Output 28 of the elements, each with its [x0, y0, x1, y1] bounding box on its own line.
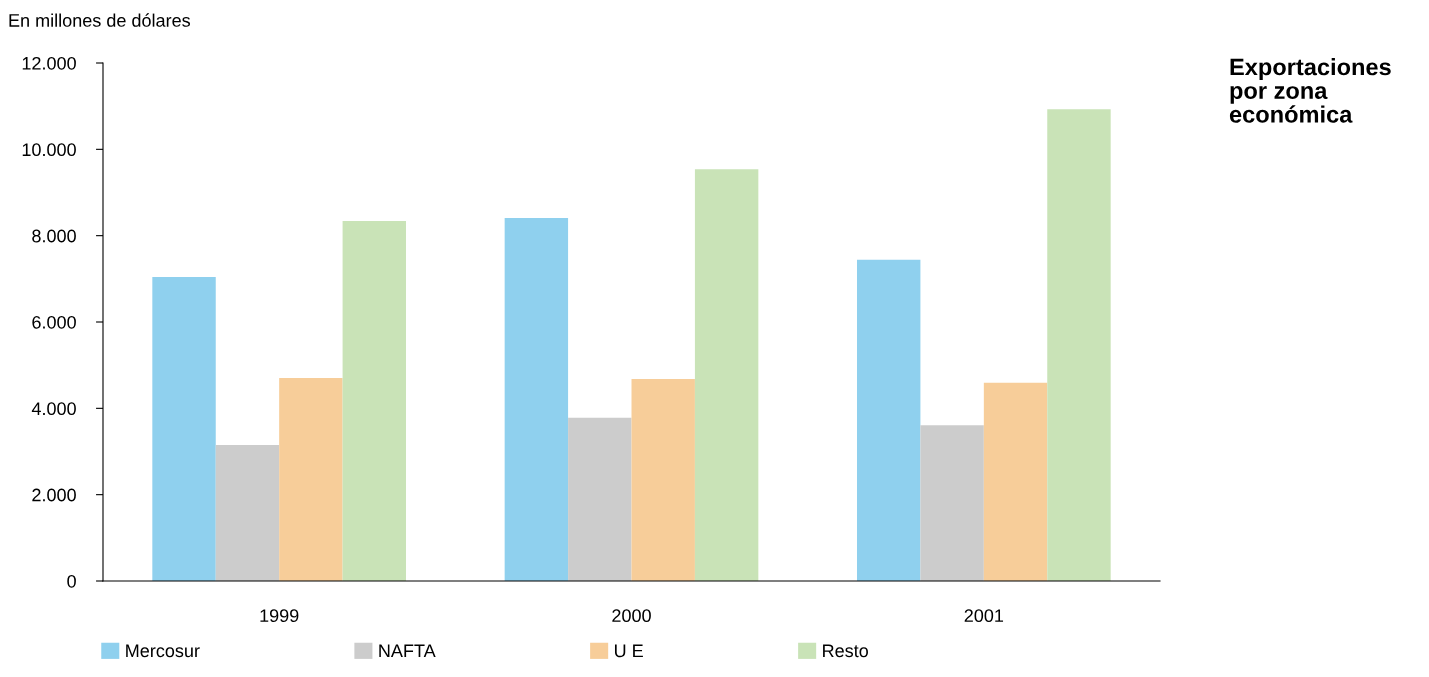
legend-label: U E — [614, 644, 643, 658]
y-tick-label: 2.000 — [32, 488, 76, 502]
legend-label: NAFTA — [379, 644, 436, 657]
bar — [983, 382, 1048, 581]
y-tick-label: 8.000 — [32, 229, 76, 243]
bar — [342, 220, 407, 581]
x-tick-label: 2001 — [964, 609, 1004, 623]
bar — [920, 425, 984, 581]
bar — [568, 417, 632, 581]
bar — [1047, 109, 1111, 581]
bar — [215, 445, 280, 581]
legend-label: Mercosur — [126, 644, 200, 658]
y-tick-label: 12.000 — [22, 56, 76, 70]
bar — [504, 217, 569, 581]
y-tick-label: 4.000 — [31, 402, 76, 416]
text: Exportaciones por zona económica — [1229, 58, 1391, 123]
bar — [694, 169, 759, 581]
x-tick-label: 2000 — [612, 609, 651, 623]
bar — [856, 259, 921, 581]
x-tick-label: 1999 — [260, 609, 299, 623]
y-axis-title: En millones de dólares — [9, 13, 191, 27]
y-tick-label: 6.000 — [32, 315, 76, 329]
bar — [631, 378, 695, 581]
bar — [279, 378, 343, 581]
bar — [152, 277, 216, 581]
legend-label: Resto — [823, 644, 868, 658]
y-tick-label: 10.000 — [22, 143, 76, 157]
y-tick-label: 0 — [67, 574, 76, 588]
